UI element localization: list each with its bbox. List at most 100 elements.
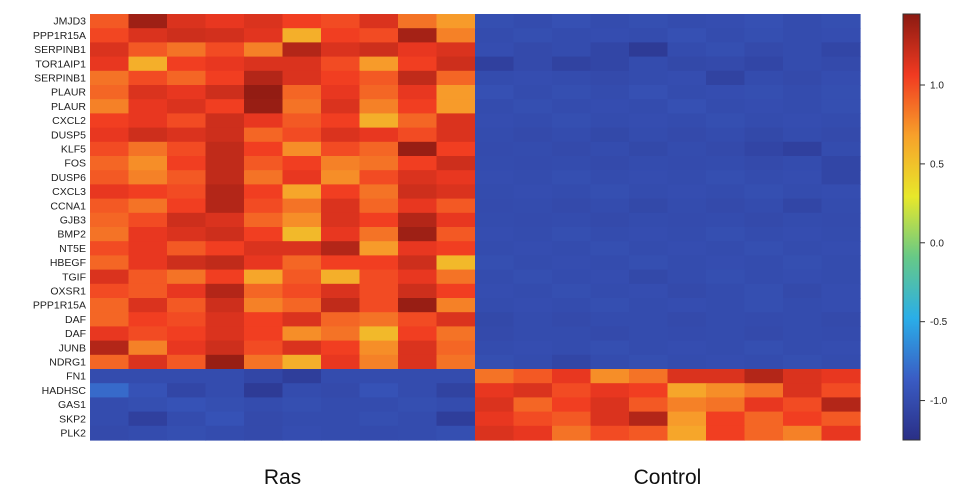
heatmap-cell <box>359 99 399 114</box>
heatmap-cell <box>244 113 284 129</box>
row-label: PLK2 <box>60 428 86 440</box>
heatmap-cell <box>398 411 438 427</box>
heatmap-cell <box>667 269 707 285</box>
heatmap-cell <box>744 99 784 114</box>
heatmap-cell <box>282 184 322 200</box>
heatmap-cell <box>706 354 746 370</box>
heatmap-cell <box>244 354 284 370</box>
heatmap-cell <box>783 340 823 356</box>
heatmap-cell <box>167 113 207 129</box>
heatmap-cell <box>667 14 707 29</box>
heatmap-cell <box>590 156 630 171</box>
heatmap-cell <box>282 14 322 29</box>
heatmap-cell <box>821 141 861 157</box>
heatmap-cell <box>282 212 322 228</box>
heatmap-cell <box>552 269 592 285</box>
heatmap-cell <box>398 141 438 157</box>
heatmap-cell <box>128 298 168 313</box>
heatmap-cell <box>359 170 399 185</box>
heatmap-cell <box>244 227 284 242</box>
heatmap-cell <box>706 156 746 171</box>
heatmap-cell <box>552 241 592 256</box>
heatmap-cell <box>513 14 553 29</box>
heatmap-cell <box>590 113 630 129</box>
heatmap-cell <box>128 383 168 398</box>
heatmap-cell <box>783 198 823 214</box>
heatmap-cell <box>282 113 322 129</box>
heatmap-cell <box>475 269 515 285</box>
heatmap-cell <box>667 241 707 256</box>
heatmap-cell <box>513 411 553 427</box>
heatmap-cell <box>513 28 553 43</box>
heatmap-cell <box>590 383 630 398</box>
heatmap-cell <box>552 411 592 427</box>
heatmap-cell <box>244 298 284 313</box>
heatmap-cell <box>282 241 322 256</box>
heatmap-cell <box>205 340 245 356</box>
heatmap-cell <box>436 312 476 327</box>
row-label: JMJD3 <box>53 16 86 28</box>
heatmap-cell <box>282 170 322 185</box>
heatmap-cell <box>552 198 592 214</box>
heatmap-cell <box>128 14 168 29</box>
heatmap-cell <box>475 184 515 200</box>
heatmap-cell <box>667 141 707 157</box>
heatmap-cell <box>167 298 207 313</box>
row-labels: JMJD3 PPP1R15A SERPINB1 TOR1AIP1 SERPINB1 PLA… <box>33 16 87 440</box>
heatmap-cell <box>244 411 284 427</box>
heatmap-cell <box>513 397 553 413</box>
heatmap-cell <box>167 255 207 271</box>
heatmap-cell <box>90 42 130 58</box>
heatmap-cell <box>359 312 399 327</box>
heatmap-cell <box>744 411 784 427</box>
heatmap-cell <box>744 212 784 228</box>
heatmap-cell <box>321 241 361 256</box>
heatmap-cell <box>821 241 861 256</box>
heatmap-cell <box>590 326 630 342</box>
heatmap-cell <box>359 283 399 299</box>
heatmap-cell <box>744 369 784 384</box>
heatmap-cell <box>244 212 284 228</box>
heatmap-cell <box>821 326 861 342</box>
heatmap-cell <box>282 354 322 370</box>
heatmap-cell <box>282 227 322 242</box>
row-label: SERPINB1 <box>34 44 86 56</box>
heatmap-cell <box>706 56 746 72</box>
heatmap-cell <box>205 298 245 313</box>
heatmap-cell <box>90 269 130 285</box>
heatmap-cell <box>744 156 784 171</box>
heatmap-cell <box>321 411 361 427</box>
heatmap-cell <box>783 85 823 100</box>
heatmap-cell <box>629 354 669 370</box>
heatmap-cell <box>205 411 245 427</box>
heatmap-cell <box>552 312 592 327</box>
heatmap-cell <box>205 397 245 413</box>
heatmap-cell <box>167 170 207 185</box>
heatmap-cell <box>475 383 515 398</box>
heatmap-cell <box>706 198 746 214</box>
heatmap-cell <box>667 56 707 72</box>
heatmap-cell <box>167 312 207 327</box>
heatmap-cell <box>167 383 207 398</box>
heatmap-cell <box>744 283 784 299</box>
heatmap-cell <box>590 170 630 185</box>
row-label: DUSP6 <box>51 172 86 184</box>
heatmap-cell <box>359 425 399 441</box>
heatmap-cell <box>128 397 168 413</box>
colorbar-gradient <box>902 13 921 441</box>
heatmap-cell <box>359 141 399 157</box>
heatmap-cell <box>629 99 669 114</box>
heatmap-cell <box>167 326 207 342</box>
heatmap-cell <box>821 42 861 58</box>
heatmap-cell <box>783 269 823 285</box>
heatmap-cell <box>552 170 592 185</box>
heatmap-cell <box>244 255 284 271</box>
heatmap-cell <box>282 255 322 271</box>
row-label: GAS1 <box>58 399 86 411</box>
heatmap-cell <box>706 397 746 413</box>
heatmap-cell <box>244 70 284 86</box>
heatmap-cell <box>244 340 284 356</box>
heatmap-cell <box>783 14 823 29</box>
row-label: GJB3 <box>60 215 86 227</box>
heatmap-cell <box>128 369 168 384</box>
